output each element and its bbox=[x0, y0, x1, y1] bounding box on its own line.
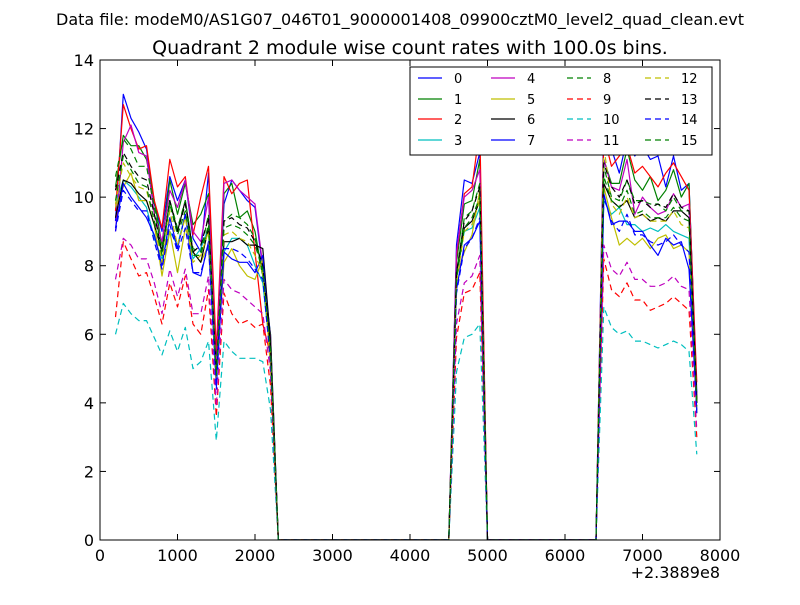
series-line-12 bbox=[114, 145, 698, 540]
series-line-5 bbox=[114, 172, 698, 540]
legend-label-0: 0 bbox=[454, 72, 462, 87]
y-tick-label: 6 bbox=[84, 325, 94, 344]
x-tick-label: 6000 bbox=[545, 546, 586, 565]
series-line-14 bbox=[114, 189, 698, 540]
x-tick-label: 3000 bbox=[312, 546, 353, 565]
series-line-1 bbox=[114, 134, 698, 540]
plot-area bbox=[114, 93, 698, 540]
y-tick-label: 2 bbox=[84, 462, 94, 481]
legend-label-3: 3 bbox=[454, 134, 462, 149]
series-line-15 bbox=[114, 155, 698, 540]
series-line-11 bbox=[114, 237, 698, 540]
y-tick-label: 8 bbox=[84, 257, 94, 276]
legend-label-14: 14 bbox=[681, 113, 698, 128]
legend-label-2: 2 bbox=[454, 113, 462, 128]
legend-label-8: 8 bbox=[603, 72, 611, 87]
legend-label-10: 10 bbox=[603, 113, 620, 128]
series-line-2 bbox=[114, 104, 698, 540]
x-tick-label: 1000 bbox=[157, 546, 198, 565]
legend-label-15: 15 bbox=[681, 134, 698, 149]
series-layer bbox=[114, 93, 698, 540]
x-tick-label: 8000 bbox=[700, 546, 741, 565]
legend-label-11: 11 bbox=[603, 134, 620, 149]
series-line-7 bbox=[114, 182, 698, 540]
x-tick-label: 2000 bbox=[235, 546, 276, 565]
series-line-4 bbox=[114, 124, 698, 540]
series-line-10 bbox=[114, 302, 698, 540]
legend-label-4: 4 bbox=[527, 72, 535, 87]
y-tick-label: 4 bbox=[84, 394, 94, 413]
legend-frame bbox=[409, 66, 713, 156]
x-tick-label: 5000 bbox=[467, 546, 508, 565]
legend-label-6: 6 bbox=[527, 113, 535, 128]
legend-label-9: 9 bbox=[603, 93, 611, 108]
series-line-13 bbox=[114, 152, 698, 540]
x-offset-label: +2.3889e8 bbox=[631, 563, 720, 582]
legend-label-5: 5 bbox=[527, 93, 535, 108]
axis-ticks: 0 1000 2000 3000 4000 5000 6000 7000 80000246810… bbox=[74, 51, 741, 565]
y-tick-label: 0 bbox=[84, 531, 94, 550]
y-tick-label: 14 bbox=[74, 51, 94, 70]
series-line-9 bbox=[114, 241, 698, 540]
chart-title: Quadrant 2 module wise count rates with … bbox=[152, 37, 668, 59]
figure-suptitle: Data file: modeM0/AS1G07_046T01_90000014… bbox=[56, 10, 744, 30]
legend-label-12: 12 bbox=[681, 72, 698, 87]
y-tick-label: 10 bbox=[74, 188, 94, 207]
legend-label-1: 1 bbox=[454, 93, 462, 108]
x-tick-label: 4000 bbox=[390, 546, 431, 565]
y-tick-label: 12 bbox=[74, 120, 94, 139]
legend-label-7: 7 bbox=[527, 134, 535, 149]
x-tick-label: 0 bbox=[95, 546, 105, 565]
legend-label-13: 13 bbox=[681, 93, 698, 108]
x-tick-label: 7000 bbox=[622, 546, 663, 565]
plot-frame bbox=[99, 59, 721, 541]
